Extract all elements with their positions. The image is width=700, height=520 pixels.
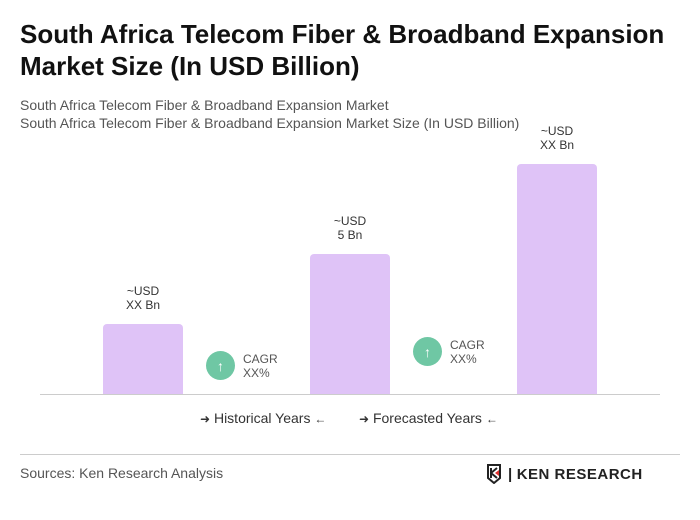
bar: [310, 254, 390, 394]
arrow-right-icon: ➜: [359, 412, 370, 426]
x-axis-line: [40, 394, 660, 395]
cagr-value: XX%: [450, 351, 477, 366]
cagr-label: CAGR: [243, 351, 278, 366]
data-label-line2: XX Bn: [125, 298, 161, 312]
arrow-up-icon: ↑: [206, 351, 235, 380]
arrow-left-icon: ←: [485, 412, 498, 426]
legend-forecasted: ➜ Forecasted Years ←: [359, 410, 498, 426]
data-label-line1: ~USD: [540, 124, 574, 139]
footer-divider: [20, 454, 680, 455]
arrow-up-icon: ↑: [413, 337, 442, 366]
data-label: ~USD XX Bn: [83, 284, 203, 312]
logo-text: KEN RESEARCH: [516, 465, 643, 483]
data-label-line1: ~USD: [333, 214, 367, 228]
subtitle: South Africa Telecom Fiber & Broadband E…: [20, 97, 389, 113]
cagr-value: XX%: [243, 365, 270, 380]
bar: [103, 324, 183, 394]
cagr-annotation: ↑ CAGR XX%: [206, 351, 278, 380]
cagr-label: CAGR: [450, 337, 485, 352]
data-label-line1: ~USD: [126, 284, 160, 298]
data-label: ~USD 5 Bn: [290, 214, 410, 242]
arrow-right-icon: ➜: [200, 412, 211, 426]
legend-historical-label: Historical Years: [213, 410, 311, 426]
bar: [517, 164, 597, 394]
data-label-line2: 5 Bn: [337, 228, 363, 242]
sources-text: Sources: Ken Research Analysis: [20, 465, 224, 481]
chart-subtitle: South Africa Telecom Fiber & Broadband E…: [20, 115, 520, 131]
page-title: South Africa Telecom Fiber & Broadband E…: [20, 19, 665, 81]
legend-forecasted-label: Forecasted Years: [372, 410, 482, 426]
cagr-annotation: ↑ CAGR XX%: [413, 337, 485, 366]
ken-research-logo: | KEN RESEARCH: [486, 464, 643, 484]
legend-historical: ➜ Historical Years ←: [200, 410, 326, 426]
data-label: ~USD XX Bn: [497, 124, 617, 152]
arrow-left-icon: ←: [314, 412, 327, 426]
data-label-line2: XX Bn: [539, 138, 575, 153]
logo-mark-icon: [487, 464, 501, 484]
